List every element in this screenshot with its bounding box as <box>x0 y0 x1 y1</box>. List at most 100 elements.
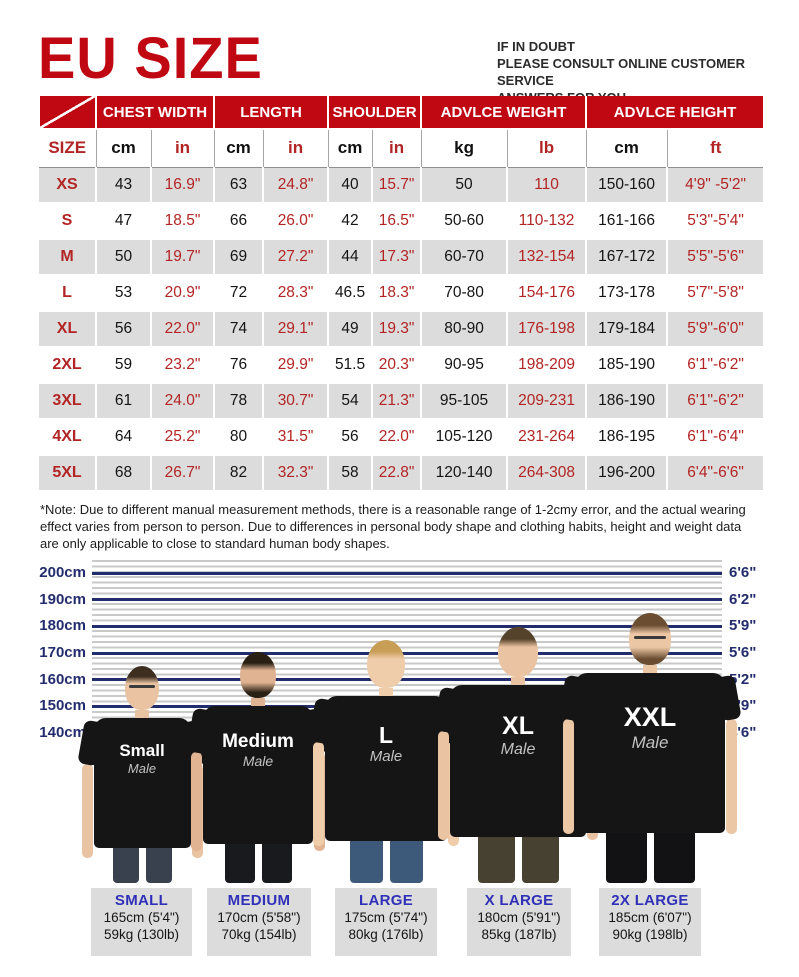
unit-lb: lb <box>507 129 587 168</box>
unit-in-length: in <box>263 129 329 168</box>
value-cell: 6'1"-6'4" <box>667 419 766 456</box>
model-photo-small: Small Male <box>81 666 204 883</box>
table-unit-header-row: SIZE cm in cm in cm in kg lb cm ft <box>39 129 765 168</box>
value-cell: 186-190 <box>586 383 669 420</box>
value-cell: 154-176 <box>507 275 588 312</box>
table-row: 5XL 68 26.7" 82 32.3" 58 22.8" 120-140 264-308 19… <box>39 455 766 492</box>
size-table: CHEST WIDTH LENGTH SHOULDER ADVLCE WEIGH… <box>38 96 766 492</box>
model-neck <box>135 710 149 718</box>
value-cell: 44 <box>328 239 374 276</box>
table-corner-diagonal-cell <box>38 96 97 130</box>
height-label-ft: 4'6" <box>729 724 757 741</box>
model-legs <box>112 848 172 883</box>
value-cell: 66 <box>214 203 265 240</box>
shirt-size-label: Medium <box>222 731 294 752</box>
table-row: XL 56 22.0" 74 29.1" 49 19.3" 80-90 176-198 179-1… <box>39 311 766 348</box>
model-photo-medium: Medium Male <box>190 652 326 883</box>
shirt-male-label: Male <box>242 752 274 769</box>
value-cell: 53 <box>96 275 152 312</box>
value-cell: 42 <box>328 203 374 240</box>
table-row: L 53 20.9" 72 28.3" 46.5 18.3" 70-80 154-176 173-… <box>39 275 766 312</box>
value-cell: 16.9" <box>151 167 216 204</box>
col-group-advice-weight: ADVLCE WEIGHT <box>420 96 588 130</box>
footer-weight-value: 70kg (154lb) <box>221 927 297 942</box>
value-cell: 69 <box>214 239 265 276</box>
footer-height-value: 165cm (5'4") <box>103 910 180 925</box>
height-label-cm: 190cm <box>39 590 86 608</box>
value-cell: 19.7" <box>151 239 216 276</box>
table-row: M 50 19.7" 69 27.2" 44 17.3" 60-70 132-154 167-17… <box>39 239 766 276</box>
value-cell: 19.3" <box>372 311 423 348</box>
model-photo-l: L Male <box>312 640 460 883</box>
height-label-cm: 140cm <box>39 724 86 741</box>
value-cell: 30.7" <box>263 383 330 420</box>
col-group-length: LENGTH <box>213 96 330 130</box>
unit-in-shoulder: in <box>372 129 422 168</box>
value-cell: 20.9" <box>151 275 216 312</box>
value-cell: 50 <box>96 239 152 276</box>
value-cell: 43 <box>96 167 152 204</box>
shirt-male-label: Male <box>369 748 403 766</box>
height-line <box>92 598 722 602</box>
value-cell: 70-80 <box>421 275 509 312</box>
value-cell: 58 <box>328 455 374 492</box>
footer-weight-value: 80kg (176lb) <box>348 927 424 942</box>
height-label-cm: 180cm <box>39 617 86 635</box>
footer-size-name: X LARGE <box>484 892 554 909</box>
height-label-ft: 6'2" <box>729 590 757 608</box>
footer-weight-value: 59kg (130lb) <box>103 927 180 942</box>
footer-height-value: 175cm (5'74") <box>344 910 428 925</box>
value-cell: 18.5" <box>151 203 216 240</box>
height-label-ft: 5'2" <box>729 670 757 688</box>
size-cell: L <box>39 275 97 312</box>
value-cell: 50 <box>421 167 509 204</box>
model-legs <box>477 837 559 883</box>
value-cell: 16.5" <box>372 203 423 240</box>
footer-size-box: X LARGE 180cm (5'91") 85kg (187lb) <box>467 888 571 956</box>
height-label-cm: 150cm <box>39 697 86 715</box>
value-cell: 31.5" <box>263 419 330 456</box>
model-shirt: XXL Male <box>575 673 725 833</box>
size-cell: S <box>39 203 97 240</box>
value-cell: 29.1" <box>263 311 330 348</box>
height-line <box>92 678 722 682</box>
value-cell: 32.3" <box>263 455 330 492</box>
table-row: 4XL 64 25.2" 80 31.5" 56 22.0" 105-120 231-264 18… <box>39 419 766 456</box>
value-cell: 80-90 <box>421 311 509 348</box>
value-cell: 21.3" <box>372 383 423 420</box>
value-cell: 176-198 <box>507 311 588 348</box>
model-arm <box>726 719 737 834</box>
height-label-cm: 160cm <box>39 670 86 688</box>
value-cell: 196-200 <box>586 455 669 492</box>
table-row: XS 43 16.9" 63 24.8" 40 15.7" 50 110 150-160 4'9" … <box>39 167 766 204</box>
value-cell: 5'3"-5'4" <box>667 203 766 240</box>
value-cell: 60-70 <box>421 239 509 276</box>
value-cell: 22.8" <box>372 455 423 492</box>
value-cell: 59 <box>96 347 152 384</box>
shirt-size-label: Small <box>119 741 165 760</box>
model-legs <box>224 844 292 883</box>
model-head <box>498 627 538 677</box>
height-label-cm: 200cm <box>39 564 86 581</box>
model-leg <box>224 844 255 883</box>
value-cell: 90-95 <box>421 347 509 384</box>
model-arm <box>191 752 202 851</box>
footer-size-box: SMALL 165cm (5'4") 59kg (130lb) <box>91 888 192 956</box>
model-glasses <box>634 635 666 639</box>
value-cell: 22.0" <box>372 419 423 456</box>
table-group-header-row: CHEST WIDTH LENGTH SHOULDER ADVLCE WEIGH… <box>38 96 766 130</box>
model-neck <box>251 698 265 706</box>
model-arm <box>81 764 93 858</box>
value-cell: 95-105 <box>421 383 509 420</box>
col-group-shoulder: SHOULDER <box>327 96 423 130</box>
measurement-note: *Note: Due to different manual measureme… <box>40 502 746 551</box>
value-cell: 63 <box>214 167 265 204</box>
model-shirt: Medium Male <box>203 706 313 844</box>
page-title: EU SIZE <box>38 25 263 91</box>
value-cell: 5'7"-5'8" <box>667 275 766 312</box>
value-cell: 20.3" <box>372 347 423 384</box>
footer-height-value: 180cm (5'91") <box>477 910 561 925</box>
unit-kg: kg <box>421 129 508 168</box>
value-cell: 6'4"-6'6" <box>667 455 766 492</box>
